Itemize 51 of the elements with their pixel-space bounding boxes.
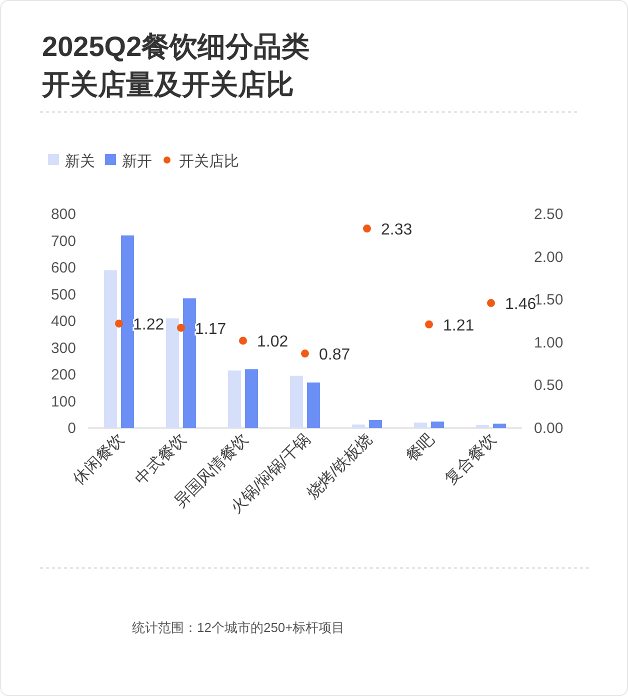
y-tick-label: 500	[50, 286, 76, 304]
point	[301, 350, 309, 358]
data-label: 1.17	[195, 320, 226, 338]
y2-tick-label: 2.50	[534, 206, 564, 223]
bar	[183, 298, 196, 428]
legend-label: 新关	[65, 153, 95, 170]
data-label: 1.02	[257, 334, 288, 351]
y-tick-label: 200	[50, 366, 76, 384]
bar	[121, 235, 134, 428]
bar	[104, 270, 117, 428]
y-tick-label: 100	[50, 393, 76, 410]
bar	[245, 369, 258, 428]
y-tick-label: 700	[50, 232, 76, 250]
y2-tick-label: 1.50	[534, 292, 564, 309]
chart-title: 2025Q2餐饮细分品类	[42, 31, 310, 62]
y2-tick-label: 0.50	[534, 377, 564, 394]
y-tick-label: 600	[50, 260, 76, 276]
x-tick-label: 餐吧	[402, 430, 438, 466]
data-label: 1.46	[505, 296, 536, 314]
y2-tick-label: 2.00	[534, 248, 564, 266]
bar	[166, 318, 179, 428]
bar	[307, 382, 320, 428]
point	[239, 336, 247, 345]
data-label: 0.87	[319, 346, 350, 364]
point	[115, 320, 123, 328]
bar	[290, 376, 303, 428]
chart-subtitle: 开关店量及开关店比	[41, 69, 294, 100]
y-tick-label: 800	[50, 206, 76, 223]
point	[177, 324, 185, 332]
point	[363, 224, 371, 233]
point	[487, 299, 495, 308]
bar	[476, 425, 489, 428]
bar	[352, 424, 365, 428]
y-tick-label: 0	[68, 420, 76, 437]
bar	[431, 422, 444, 428]
text: 统计范围：12个城市的250+标杆项目	[132, 620, 345, 635]
data-label: 1.22	[133, 316, 164, 334]
y-tick-label: 300	[50, 340, 76, 357]
y2-tick-label: 1.00	[534, 334, 564, 352]
bar	[228, 370, 241, 428]
data-label: 2.33	[381, 222, 412, 239]
point	[425, 320, 433, 328]
bar	[493, 424, 506, 428]
legend-label: 新开	[122, 153, 152, 170]
y-tick-label: 400	[50, 313, 76, 330]
bar	[414, 422, 427, 428]
data-label: 1.21	[443, 317, 474, 334]
bar	[369, 420, 382, 428]
legend-label: 开关店比	[179, 153, 239, 170]
x-tick-label: 复合餐饮	[442, 430, 500, 488]
y2-tick-label: 0.00	[534, 420, 564, 437]
